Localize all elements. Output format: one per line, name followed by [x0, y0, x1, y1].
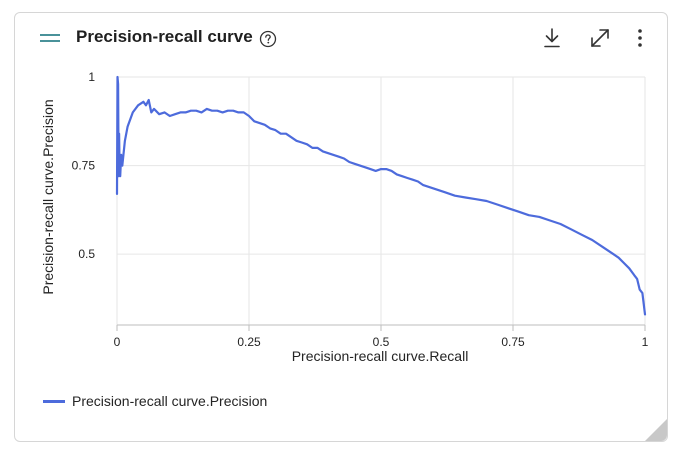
legend-item-precision[interactable]: Precision-recall curve.Precision — [72, 393, 268, 409]
resize-handle[interactable] — [645, 419, 667, 441]
series-layer — [115, 75, 647, 316]
expand-button[interactable] — [587, 25, 613, 51]
x-tick-label: 0 — [114, 335, 121, 349]
help-circle-icon[interactable] — [259, 30, 277, 48]
download-button[interactable] — [539, 25, 565, 51]
expand-icon — [591, 29, 609, 47]
card-title: Precision-recall curve — [76, 27, 253, 46]
card-header: Precision-recall curve — [15, 13, 667, 63]
y-tick-label: 0.5 — [78, 247, 95, 261]
more-options-button[interactable] — [627, 25, 653, 51]
more-vertical-icon — [638, 29, 642, 47]
x-tick-label: 0.75 — [501, 335, 525, 349]
legend-swatch — [43, 399, 65, 403]
x-tick-label: 0.5 — [373, 335, 390, 349]
drag-handle-icon[interactable] — [39, 33, 61, 43]
x-axis-label: Precision-recall curve.Recall — [292, 348, 469, 364]
y-tick-label: 1 — [88, 70, 95, 84]
tick-labels: 0.5 0.75 1 0 0.25 0.5 0.75 1 — [72, 70, 649, 349]
chart-card: Precision-recall curve — [14, 12, 668, 442]
pr-curve-chart: 0.5 0.75 1 0 0.25 0.5 0.75 1 Precision-recall c… — [40, 70, 649, 364]
grid-lines — [116, 76, 646, 325]
x-tick-label: 1 — [642, 335, 649, 349]
y-tick-label: 0.75 — [72, 159, 96, 173]
x-tick-label: 0.25 — [237, 335, 261, 349]
legend: Precision-recall curve.Precision — [43, 391, 267, 411]
axes — [116, 324, 646, 331]
y-axis-label: Precision-recall curve.Precision — [40, 99, 56, 294]
download-icon — [544, 28, 560, 48]
series-line-precision[interactable] — [115, 75, 647, 316]
